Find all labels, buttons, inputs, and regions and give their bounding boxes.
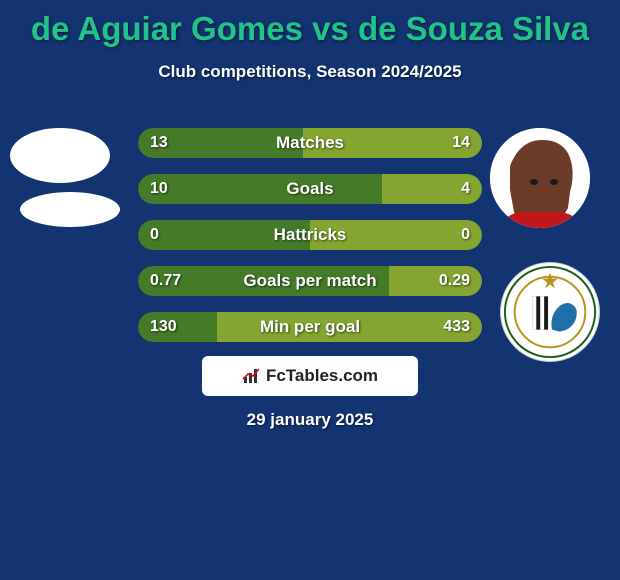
stat-row-min-per-goal: 130 Min per goal 433 xyxy=(138,312,482,342)
stat-label: Min per goal xyxy=(138,312,482,342)
stat-value-right: 0 xyxy=(461,220,470,250)
player-right-avatar xyxy=(490,128,590,228)
stat-value-right: 0.29 xyxy=(439,266,470,296)
stat-row-goals-per-match: 0.77 Goals per match 0.29 xyxy=(138,266,482,296)
footer-branding: FcTables.com xyxy=(202,356,418,396)
stat-value-right: 4 xyxy=(461,174,470,204)
stat-value-right: 14 xyxy=(452,128,470,158)
stat-row-goals: 10 Goals 4 xyxy=(138,174,482,204)
stat-label: Hattricks xyxy=(138,220,482,250)
stat-row-hattricks: 0 Hattricks 0 xyxy=(138,220,482,250)
player-left-avatar xyxy=(10,128,110,183)
avatar-icon xyxy=(490,128,590,228)
footer-label: FcTables.com xyxy=(266,366,378,386)
page-title: de Aguiar Gomes vs de Souza Silva xyxy=(0,0,620,48)
player-right-club-badge xyxy=(500,262,600,362)
chart-icon xyxy=(242,367,262,385)
snapshot-date: 29 january 2025 xyxy=(0,410,620,430)
stat-value-right: 433 xyxy=(443,312,470,342)
club-badge-icon xyxy=(501,263,599,361)
stat-label: Matches xyxy=(138,128,482,158)
stat-row-matches: 13 Matches 14 xyxy=(138,128,482,158)
stat-label: Goals per match xyxy=(138,266,482,296)
stat-label: Goals xyxy=(138,174,482,204)
player-left-club-badge xyxy=(20,192,120,227)
stat-bars: 13 Matches 14 10 Goals 4 0 Hattricks 0 0… xyxy=(138,128,482,358)
page-subtitle: Club competitions, Season 2024/2025 xyxy=(0,62,620,82)
